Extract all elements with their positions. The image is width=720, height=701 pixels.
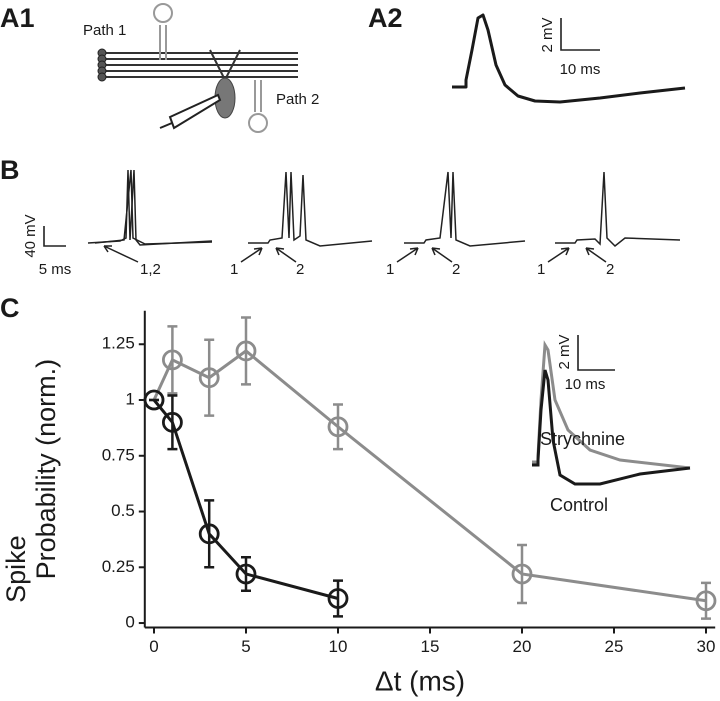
- x-tick-label: 30: [697, 637, 716, 656]
- panel-label: A1: [0, 3, 35, 33]
- error-bar: [333, 579, 343, 618]
- y-tick-label: 0.25: [102, 557, 135, 576]
- error-bar: [241, 316, 251, 386]
- arrows: [103, 245, 607, 263]
- marker: [198, 367, 220, 389]
- path-label: Path 1: [83, 22, 126, 39]
- marker: [198, 523, 220, 545]
- marker: [161, 411, 183, 433]
- marker: [695, 590, 717, 612]
- x-tick-label: 25: [605, 637, 624, 656]
- error-bar: [333, 403, 343, 451]
- x-tick-label: 0: [149, 637, 158, 656]
- trace: [452, 13, 686, 104]
- marker: [327, 588, 349, 609]
- scale-label: 5 ms: [39, 261, 72, 278]
- legend-label: Control: [550, 495, 608, 515]
- panel-label: C: [0, 293, 20, 323]
- arrow-label: 1: [230, 261, 238, 278]
- scale-label: 40 mV: [22, 214, 39, 257]
- inset-trace: [532, 369, 691, 486]
- scale-label: 2 mV: [556, 334, 573, 369]
- error-bar: [241, 555, 251, 592]
- marker: [511, 563, 533, 585]
- x-tick-label: 5: [241, 637, 250, 656]
- x-tick-label: 20: [513, 637, 532, 656]
- y-tick-label: 1.25: [102, 334, 135, 353]
- x-tick-label: 10: [329, 637, 348, 656]
- path-label: Path 2: [276, 91, 319, 108]
- error-bar: [167, 325, 178, 395]
- panel-label: A2: [368, 3, 403, 33]
- y-tick-label: 1: [125, 389, 134, 408]
- marker: [235, 563, 257, 585]
- y-tick-label: 0.5: [111, 501, 135, 520]
- y-axis-label: Spike: [1, 535, 31, 603]
- arrow-label: 2: [606, 261, 614, 278]
- error-bar: [167, 394, 178, 451]
- scale-label: 10 ms: [560, 61, 601, 78]
- error-bar: [701, 581, 711, 620]
- scale-label: 2 mV: [539, 17, 556, 52]
- y-tick-label: 0.75: [102, 445, 135, 464]
- traces: [87, 169, 681, 248]
- y-tick-label: 0: [125, 613, 134, 632]
- error-bar: [517, 543, 527, 605]
- y-axis-label: Probability (norm.): [31, 359, 61, 580]
- x-tick-label: 15: [421, 637, 440, 656]
- scale-bar: [560, 18, 600, 51]
- marker: [327, 416, 349, 438]
- arrow-label: 1: [537, 261, 545, 278]
- error-bar: [204, 499, 215, 569]
- marker: [143, 389, 165, 411]
- error-bar: [204, 338, 215, 417]
- marker: [235, 340, 257, 362]
- arrow-label: 1,2: [140, 261, 161, 278]
- legend-label: Strychnine: [540, 429, 625, 449]
- x-axis-label: Δt (ms): [375, 665, 465, 696]
- schematic: [97, 3, 298, 133]
- arrow-label: 2: [296, 261, 304, 278]
- scale-bar: [43, 226, 66, 247]
- arrow-label: 2: [452, 261, 460, 278]
- scale-label: 10 ms: [565, 376, 606, 393]
- scale-bar: [577, 335, 615, 371]
- panel-label: B: [0, 155, 20, 185]
- marker: [161, 349, 183, 371]
- arrow-label: 1: [386, 261, 394, 278]
